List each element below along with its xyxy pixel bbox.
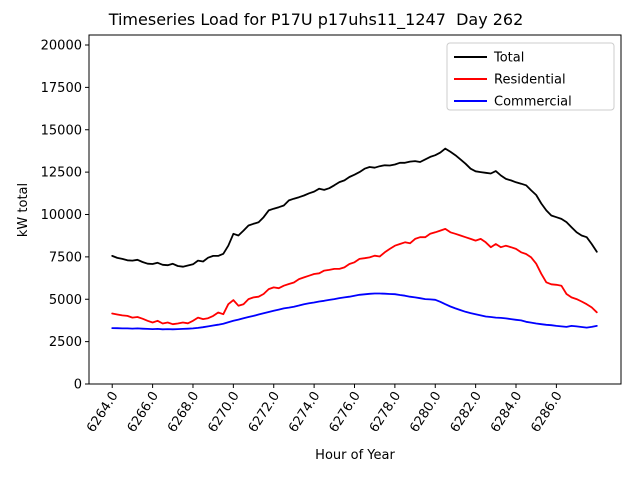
x-tick-label: 6268.0	[165, 389, 202, 435]
y-tick-label: 10000	[41, 208, 82, 223]
y-tick-label: 20000	[41, 39, 82, 54]
x-tick-label: 6284.0	[488, 389, 525, 435]
legend-box	[446, 42, 615, 111]
y-axis-label: kW total	[16, 183, 31, 237]
x-tick-label: 6270.0	[205, 389, 242, 435]
y-tick-label: 15000	[41, 123, 82, 138]
legend-total-label: Total	[493, 51, 524, 66]
y-tick-label: 7500	[49, 250, 82, 265]
series-total-line	[111, 147, 598, 268]
x-tick-label: 6280.0	[407, 389, 444, 435]
legend-residential-label: Residential	[494, 73, 566, 88]
x-tick-label: 6276.0	[326, 389, 363, 435]
y-tick-label: 5000	[49, 293, 82, 308]
axes-frame	[88, 34, 622, 385]
x-tick-label: 6274.0	[286, 389, 323, 435]
chart-title: Timeseries Load for P17U p17uhs11_1247 D…	[108, 10, 524, 30]
legend-commercial-label: Commercial	[494, 95, 572, 110]
x-tick-label: 6266.0	[125, 389, 162, 435]
x-tick-label: 6282.0	[448, 389, 485, 435]
legend: Total Residential Commercial	[446, 42, 615, 111]
x-tick-label: 6272.0	[246, 389, 283, 435]
y-tick-label: 2500	[49, 335, 82, 350]
x-axis-label: Hour of Year	[315, 448, 395, 463]
x-tick-label: 6264.0	[84, 389, 121, 435]
y-tick-label: 12500	[41, 166, 82, 181]
y-tick-label: 0	[74, 378, 82, 393]
x-tick-label: 6278.0	[367, 389, 404, 435]
x-tick-label: 6286.0	[528, 389, 565, 435]
series-commercial-line	[111, 292, 598, 331]
series-residential-line	[111, 227, 598, 326]
y-tick-label: 17500	[41, 81, 82, 96]
